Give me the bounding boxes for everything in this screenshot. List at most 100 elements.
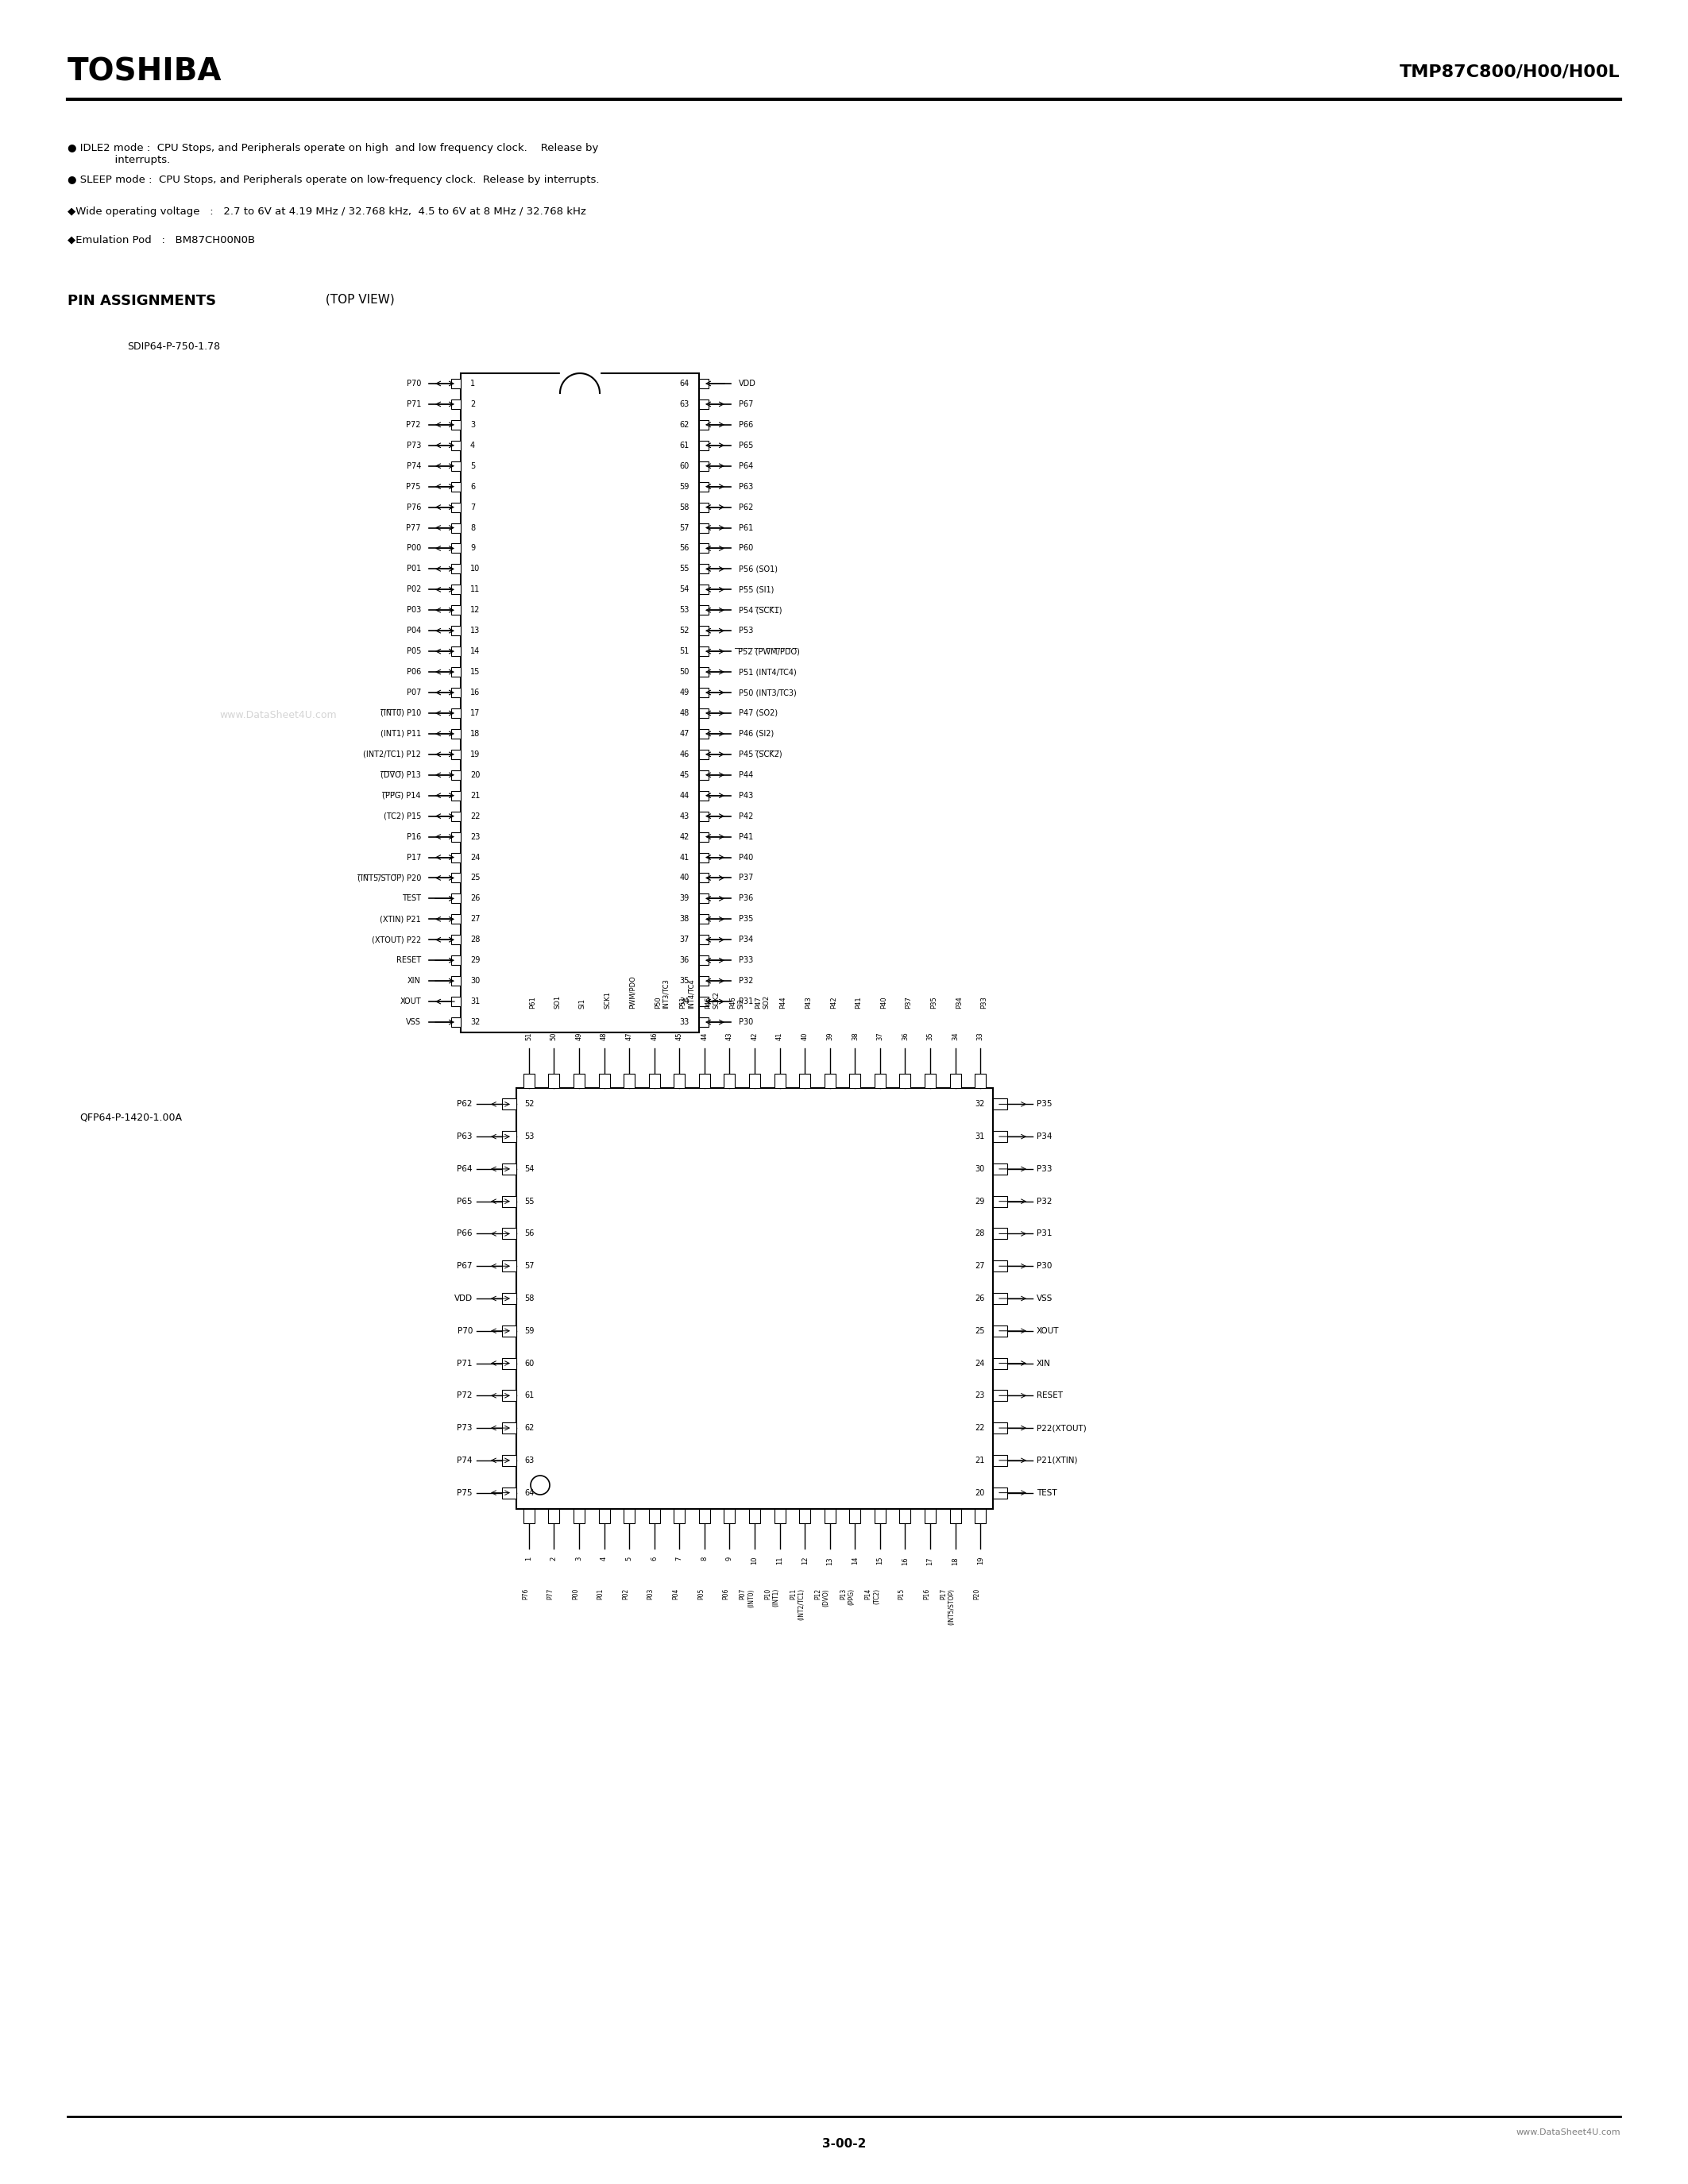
Text: 5: 5 (471, 463, 476, 470)
Text: 46: 46 (680, 751, 689, 758)
Text: P06: P06 (722, 1588, 729, 1599)
Text: P61: P61 (739, 524, 753, 531)
Text: P37: P37 (739, 874, 753, 882)
Bar (451, 419, 461, 430)
Text: SI1: SI1 (579, 998, 586, 1009)
Text: P06: P06 (407, 668, 420, 675)
Text: P35: P35 (739, 915, 753, 924)
Text: P55 (SI1): P55 (SI1) (739, 585, 775, 594)
Bar (950, 1075, 960, 1088)
Text: P61: P61 (528, 996, 537, 1009)
Bar (699, 771, 709, 780)
Text: SDIP64-P-750-1.78: SDIP64-P-750-1.78 (127, 341, 219, 352)
Text: 49: 49 (680, 688, 689, 697)
Bar (501, 1164, 517, 1175)
Text: P04: P04 (672, 1588, 679, 1599)
Text: P07: P07 (407, 688, 420, 697)
Text: P45
SCK2: P45 SCK2 (704, 992, 719, 1009)
Text: (XTOUT) P22: (XTOUT) P22 (371, 935, 420, 943)
Text: XIN: XIN (1036, 1358, 1052, 1367)
Bar (824, 1509, 836, 1522)
Bar (749, 1509, 760, 1522)
Text: P53: P53 (739, 627, 753, 636)
Text: 7: 7 (675, 1557, 684, 1562)
Bar (451, 915, 461, 924)
Bar (699, 419, 709, 430)
Text: 53: 53 (680, 607, 689, 614)
Text: P77: P77 (407, 524, 420, 531)
Bar (699, 791, 709, 799)
Text: 19: 19 (471, 751, 479, 758)
Bar (523, 1509, 535, 1522)
Bar (501, 1422, 517, 1433)
Bar (699, 812, 709, 821)
Bar (925, 1075, 935, 1088)
Text: 34: 34 (680, 998, 689, 1005)
Bar (699, 935, 709, 943)
Text: 38: 38 (680, 915, 689, 924)
Text: 6: 6 (471, 483, 474, 491)
Bar (451, 1018, 461, 1026)
Text: 1: 1 (525, 1557, 532, 1562)
Text: P62: P62 (457, 1101, 473, 1107)
Bar (648, 1509, 660, 1522)
Bar (699, 976, 709, 985)
Text: 11: 11 (776, 1557, 783, 1566)
Text: ◆Wide operating voltage   :   2.7 to 6V at 4.19 MHz / 32.768 kHz,  4.5 to 6V at : ◆Wide operating voltage : 2.7 to 6V at 4… (68, 207, 586, 216)
Text: TOSHIBA: TOSHIBA (68, 57, 223, 87)
Text: 23: 23 (471, 832, 479, 841)
Text: P65: P65 (739, 441, 753, 450)
Text: 30: 30 (471, 976, 479, 985)
Bar (976, 1509, 986, 1522)
Text: 61: 61 (525, 1391, 533, 1400)
Text: P42: P42 (830, 996, 837, 1009)
Text: P10
(INT1): P10 (INT1) (765, 1588, 780, 1607)
Bar (451, 771, 461, 780)
Bar (549, 1509, 559, 1522)
Bar (574, 1509, 584, 1522)
Text: P45 (̅S̅C̅K̅2̅): P45 (̅S̅C̅K̅2̅) (739, 751, 782, 758)
Bar (849, 1509, 861, 1522)
Bar (993, 1487, 1008, 1498)
Bar (699, 893, 709, 904)
Text: 15: 15 (471, 668, 479, 675)
Text: 63: 63 (525, 1457, 533, 1463)
Text: P30: P30 (1036, 1262, 1052, 1271)
Text: VSS: VSS (1036, 1295, 1053, 1302)
Bar (451, 893, 461, 904)
Text: 28: 28 (471, 935, 479, 943)
Text: 16: 16 (901, 1557, 908, 1566)
Bar (699, 688, 709, 697)
Text: 21: 21 (471, 791, 479, 799)
Text: P76: P76 (407, 502, 420, 511)
Bar (501, 1197, 517, 1208)
Bar (699, 378, 709, 389)
Bar (451, 585, 461, 594)
Text: 23: 23 (976, 1391, 986, 1400)
Bar (451, 749, 461, 760)
Text: (TOP VIEW): (TOP VIEW) (322, 295, 395, 306)
Bar (501, 1227, 517, 1238)
Text: P15: P15 (898, 1588, 905, 1599)
Text: P03: P03 (647, 1588, 655, 1599)
Text: 39: 39 (827, 1033, 834, 1040)
Text: P66: P66 (739, 422, 753, 428)
Bar (699, 666, 709, 677)
Text: 11: 11 (471, 585, 479, 594)
Text: SCK1: SCK1 (604, 992, 611, 1009)
Text: P50
INT3/TC3: P50 INT3/TC3 (655, 978, 670, 1009)
Text: P05: P05 (407, 646, 420, 655)
Text: 47: 47 (626, 1033, 633, 1040)
Bar (523, 1075, 535, 1088)
Bar (451, 729, 461, 738)
Text: www.DataSheet4U.com: www.DataSheet4U.com (1516, 2129, 1620, 2136)
Bar (993, 1164, 1008, 1175)
Text: 57: 57 (525, 1262, 533, 1271)
Text: P72: P72 (407, 422, 420, 428)
Bar (993, 1422, 1008, 1433)
Text: P70: P70 (457, 1328, 473, 1334)
Text: P31: P31 (1036, 1230, 1052, 1238)
Text: 1: 1 (471, 380, 474, 387)
Text: 58: 58 (525, 1295, 533, 1302)
Bar (451, 605, 461, 616)
